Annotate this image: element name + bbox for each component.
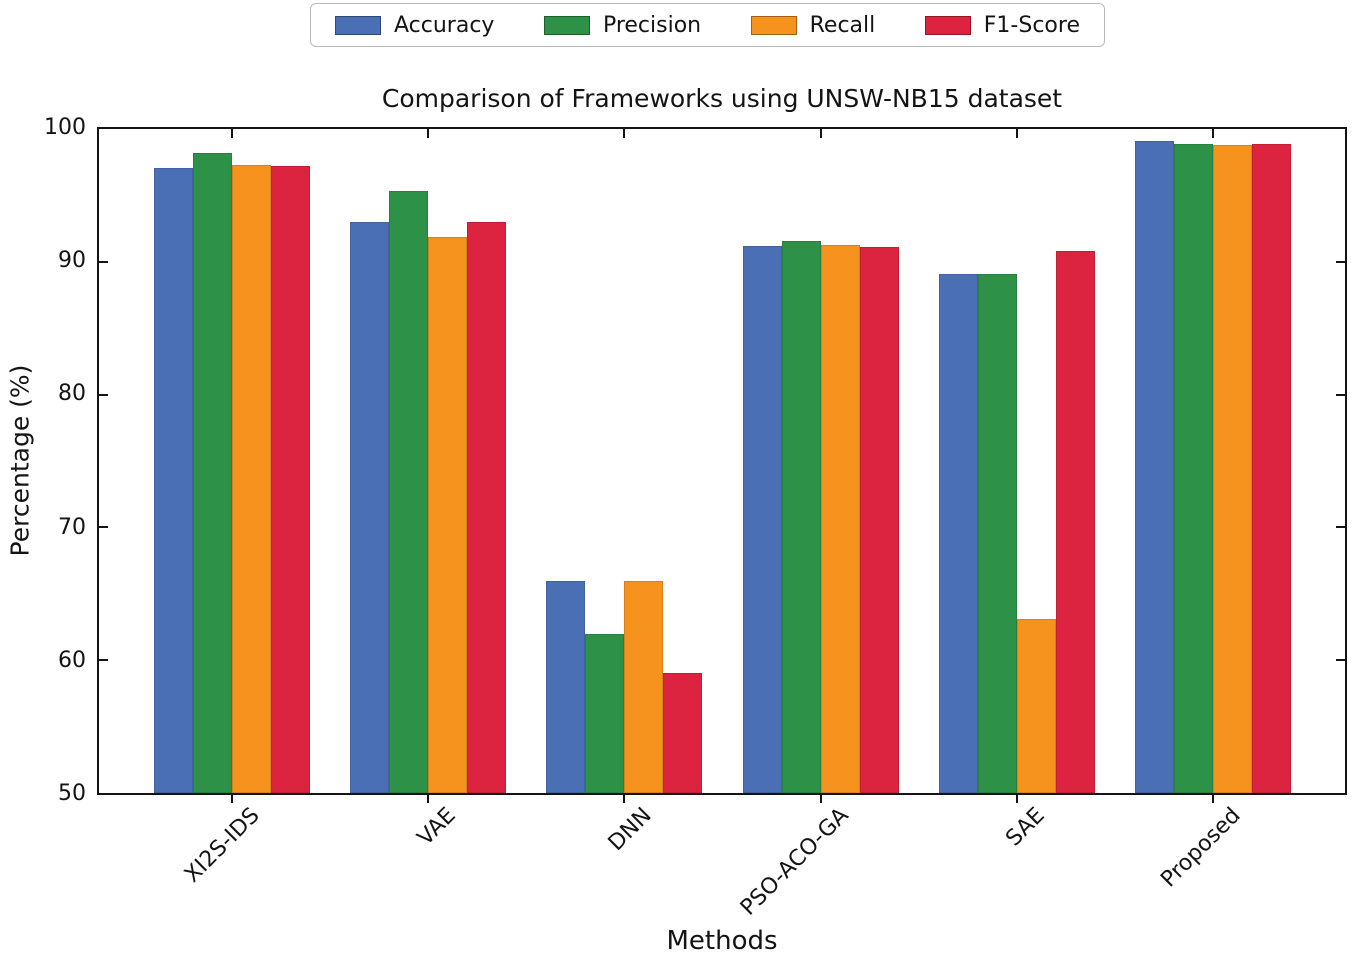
bar-recall-dnn: [624, 580, 664, 793]
y-axis-title: Percentage (%): [5, 364, 35, 557]
bar-precision-xi2s-ids: [193, 152, 232, 793]
precision-swatch-icon: [543, 15, 590, 35]
y-tick-label: 70: [58, 514, 86, 540]
bar-f1-score-dnn: [663, 673, 703, 793]
bar-precision-pso-aco-ga: [781, 240, 821, 793]
bar-accuracy-dnn: [546, 580, 586, 793]
bar-precision-proposed: [1174, 143, 1213, 793]
chart-title: Comparison of Frameworks using UNSW-NB15…: [381, 84, 1063, 113]
y-tick-left: [99, 659, 108, 662]
bar-accuracy-vae: [350, 221, 390, 793]
legend-item-recall: Recall: [750, 12, 876, 38]
legend: Accuracy Precision Recall F1-Score: [310, 3, 1105, 47]
x-tick-top: [819, 129, 822, 138]
f1-score-swatch-icon: [924, 15, 971, 35]
bar-recall-vae: [428, 236, 468, 793]
bar-recall-proposed: [1213, 144, 1252, 793]
bar-accuracy-pso-aco-ga: [742, 245, 782, 793]
legend-label: F1-Score: [983, 12, 1080, 38]
y-tick-right: [1336, 260, 1345, 263]
y-tick-label: 80: [58, 381, 86, 407]
legend-label: Precision: [602, 12, 702, 38]
x-tick-top: [1212, 129, 1214, 138]
bar-recall-sae: [1016, 619, 1056, 793]
y-tick-left: [99, 526, 108, 529]
bar-f1-score-proposed: [1252, 143, 1291, 793]
x-tick-bottom: [231, 795, 233, 803]
bar-accuracy-sae: [938, 273, 978, 793]
x-tick-bottom: [427, 795, 430, 803]
bar-precision-sae: [977, 273, 1017, 793]
x-tick-bottom: [1212, 795, 1214, 803]
bar-recall-xi2s-ids: [232, 164, 271, 793]
bar-f1-score-vae: [467, 221, 507, 793]
plot-area: [97, 127, 1347, 795]
y-tick-right: [1336, 393, 1345, 396]
y-tick-label: 50: [58, 781, 86, 806]
y-tick-label: 90: [58, 248, 86, 274]
legend-label: Accuracy: [394, 12, 495, 38]
bar-precision-vae: [389, 191, 429, 793]
legend-item-precision: Precision: [543, 12, 702, 38]
recall-swatch-icon: [750, 15, 797, 35]
legend-label: Recall: [809, 12, 876, 38]
bar-f1-score-pso-aco-ga: [859, 247, 899, 793]
legend-item-f1-score: F1-Score: [924, 12, 1080, 38]
x-tick-top: [231, 129, 233, 138]
bar-f1-score-xi2s-ids: [271, 166, 310, 793]
x-axis-title: Methods: [666, 926, 778, 956]
y-tick-right: [1336, 526, 1345, 529]
bar-accuracy-xi2s-ids: [154, 167, 193, 793]
y-tick-label: 100: [44, 115, 86, 140]
y-tick-right: [1336, 659, 1345, 662]
y-tick-left: [99, 260, 108, 263]
accuracy-swatch-icon: [335, 15, 381, 35]
x-tick-top: [427, 129, 430, 138]
y-tick-label: 60: [58, 647, 86, 673]
bar-precision-dnn: [585, 633, 625, 793]
y-tick-left: [99, 393, 108, 396]
bar-f1-score-sae: [1055, 251, 1095, 793]
bar-accuracy-proposed: [1135, 140, 1174, 793]
bar-recall-pso-aco-ga: [820, 244, 860, 793]
x-tick-top: [1015, 129, 1018, 138]
x-tick-bottom: [819, 795, 822, 803]
x-tick-bottom: [623, 795, 626, 803]
legend-item-accuracy: Accuracy: [335, 13, 494, 38]
x-tick-top: [623, 129, 626, 138]
x-tick-bottom: [1015, 795, 1018, 803]
